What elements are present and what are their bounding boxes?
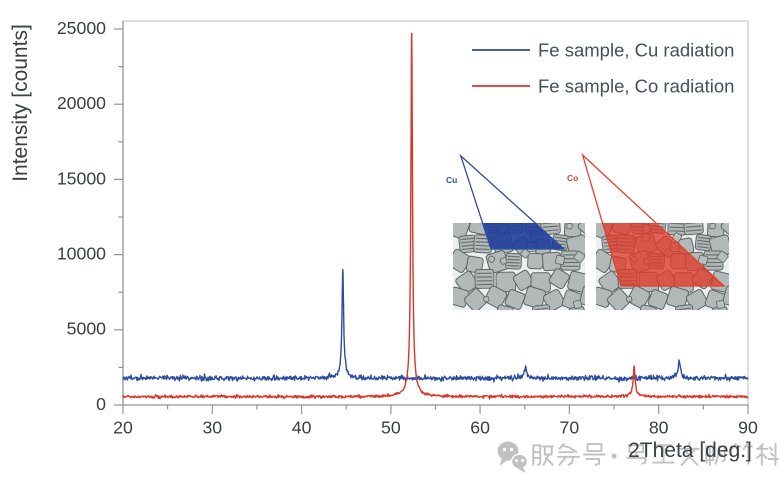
svg-text:30: 30	[202, 418, 222, 438]
svg-text:Intensity [counts]: Intensity [counts]	[9, 24, 32, 182]
svg-text:Fe sample, Cu radiation: Fe sample, Cu radiation	[538, 40, 734, 61]
svg-text:20: 20	[113, 418, 133, 438]
svg-text:5000: 5000	[67, 319, 107, 339]
svg-text:50: 50	[381, 418, 401, 438]
svg-text:80: 80	[649, 418, 669, 438]
svg-text:Co: Co	[567, 173, 578, 183]
svg-text:15000: 15000	[57, 168, 106, 188]
svg-text:70: 70	[560, 418, 580, 438]
svg-text:20000: 20000	[57, 93, 106, 113]
svg-text:40: 40	[292, 418, 312, 438]
svg-text:90: 90	[738, 418, 758, 438]
svg-text:10000: 10000	[57, 244, 106, 264]
svg-text:0: 0	[96, 394, 106, 414]
svg-text:25000: 25000	[57, 18, 106, 38]
svg-text:60: 60	[470, 418, 490, 438]
svg-text:Fe sample, Co radiation: Fe sample, Co radiation	[538, 76, 734, 97]
svg-text:Cu: Cu	[446, 175, 457, 185]
svg-text:2Theta [deg.]: 2Theta [deg.]	[628, 439, 752, 462]
